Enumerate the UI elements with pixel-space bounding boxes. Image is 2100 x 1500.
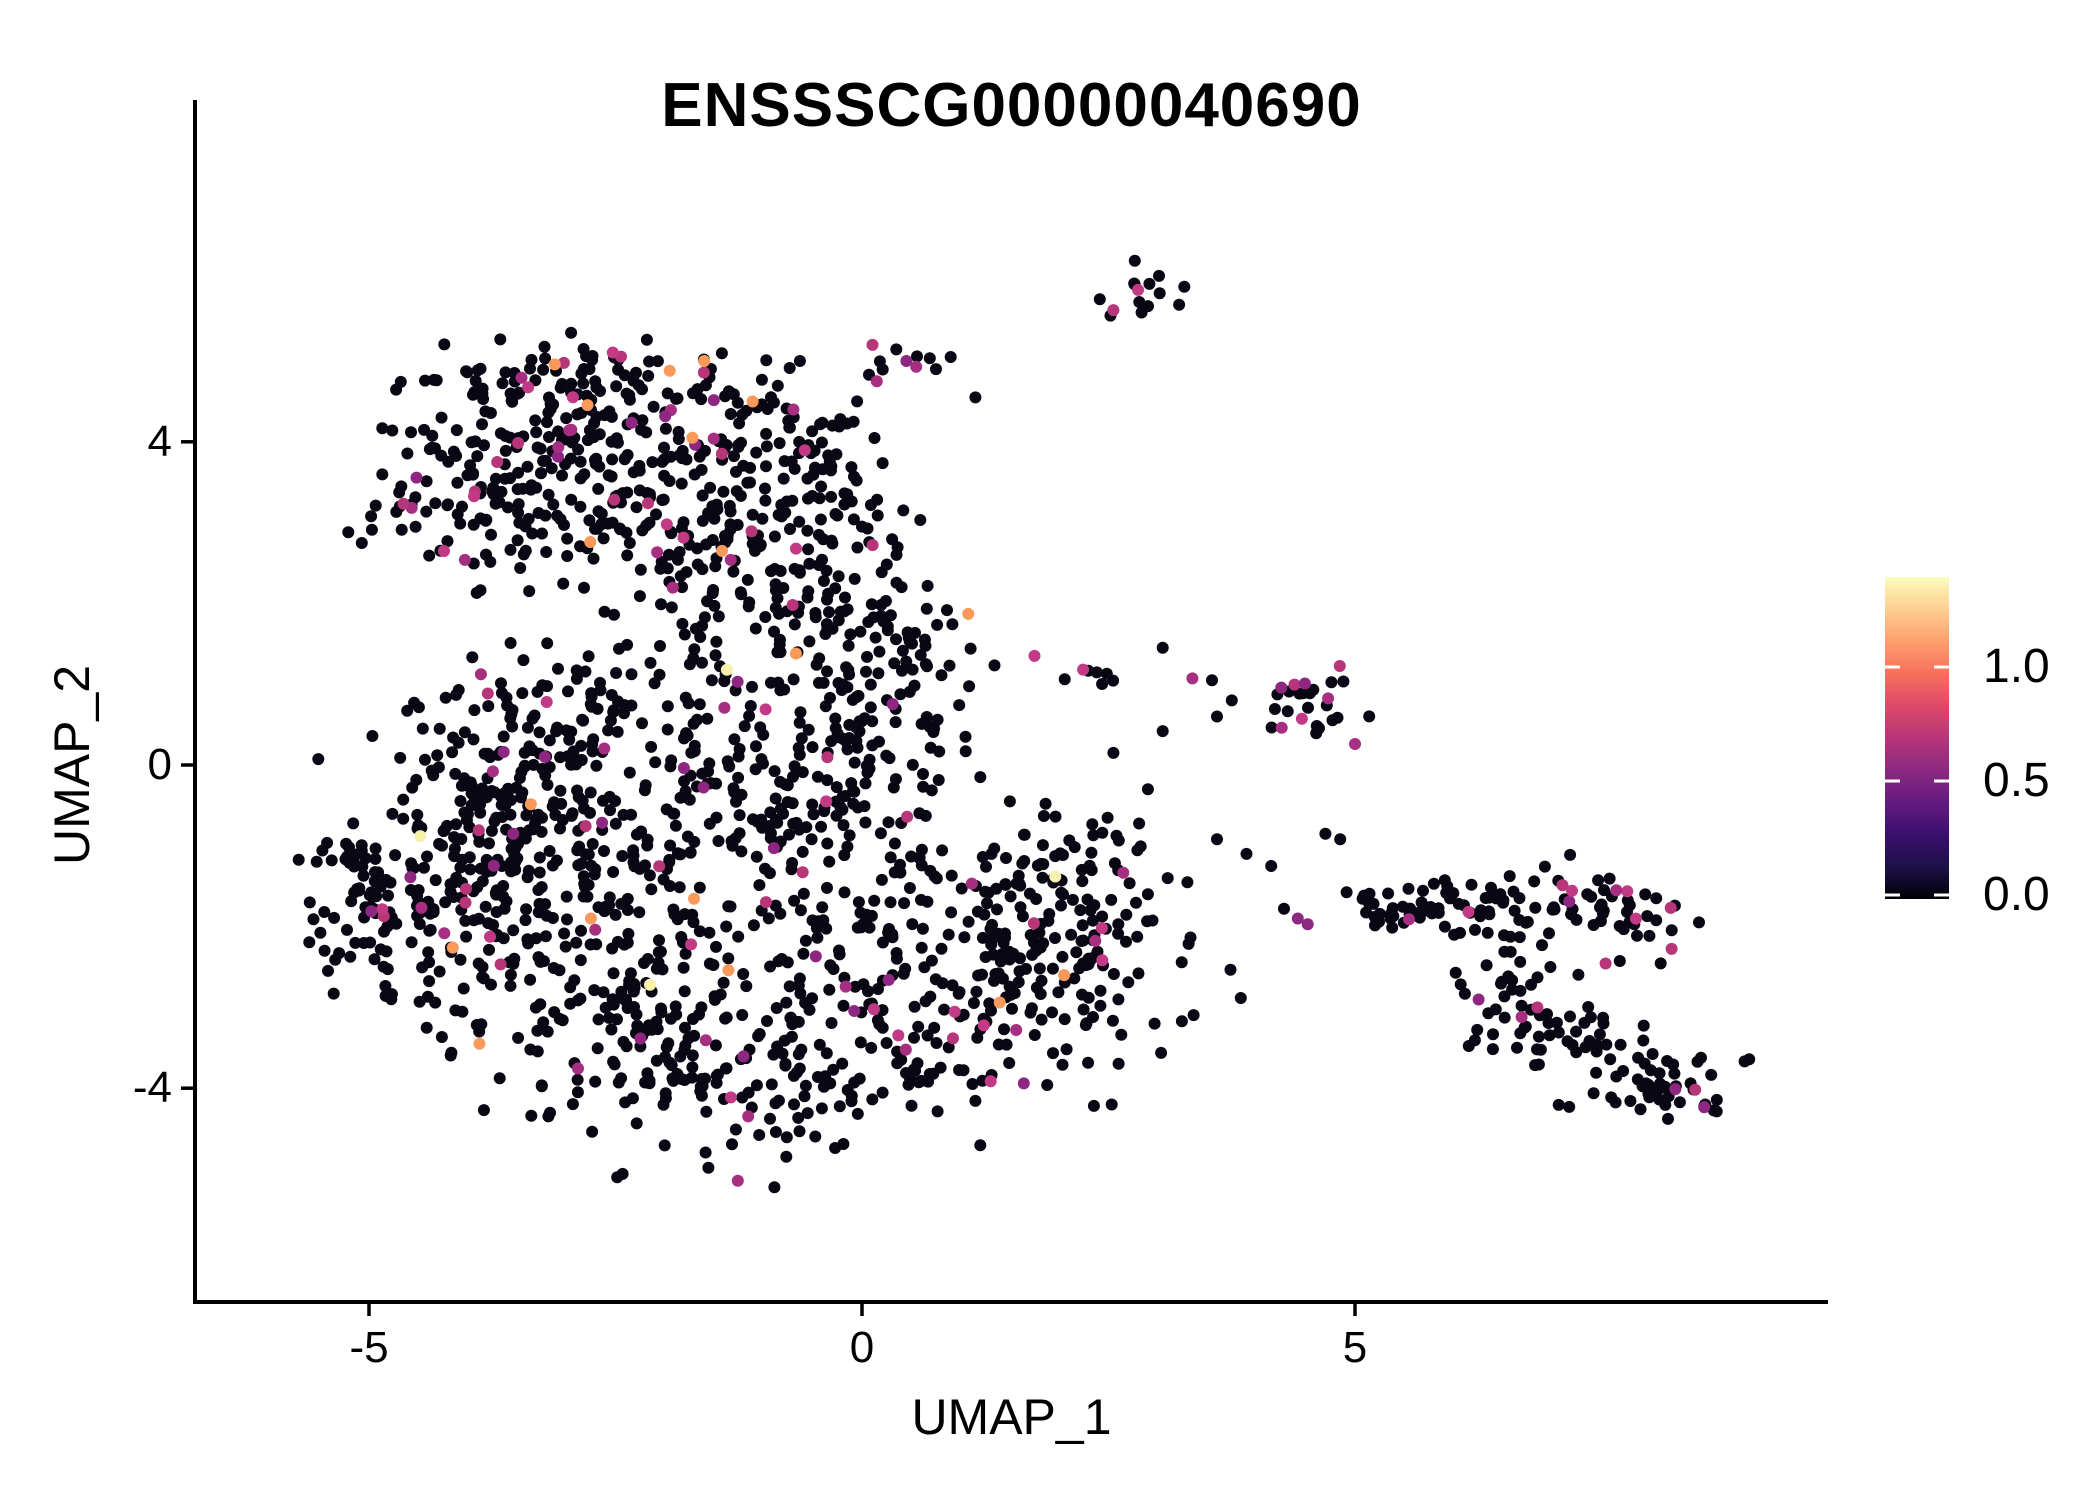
x-tick-label-5: 5 bbox=[1342, 1323, 1368, 1372]
x-axis-title: UMAP_1 bbox=[911, 1389, 1112, 1445]
y-tick-label-4: 4 bbox=[147, 416, 172, 466]
scatter-points bbox=[292, 254, 1756, 1194]
legend-label-0.5: 0.5 bbox=[1983, 754, 2050, 807]
plot-title: ENSSSCG00000040690 bbox=[661, 70, 1362, 140]
legend-label-0.0: 0.0 bbox=[1983, 868, 2050, 921]
axis-lines bbox=[181, 100, 1828, 1316]
x-tick-label-neg5: -5 bbox=[349, 1323, 389, 1372]
y-tick-label-0: 0 bbox=[147, 740, 172, 789]
legend-label-1.0: 1.0 bbox=[1983, 640, 2050, 693]
colorbar-gradient bbox=[1885, 577, 1949, 899]
y-axis-title: UMAP_2 bbox=[44, 664, 100, 866]
x-tick-label-0: 0 bbox=[849, 1323, 875, 1372]
y-tick-label-neg4: -4 bbox=[132, 1063, 172, 1113]
